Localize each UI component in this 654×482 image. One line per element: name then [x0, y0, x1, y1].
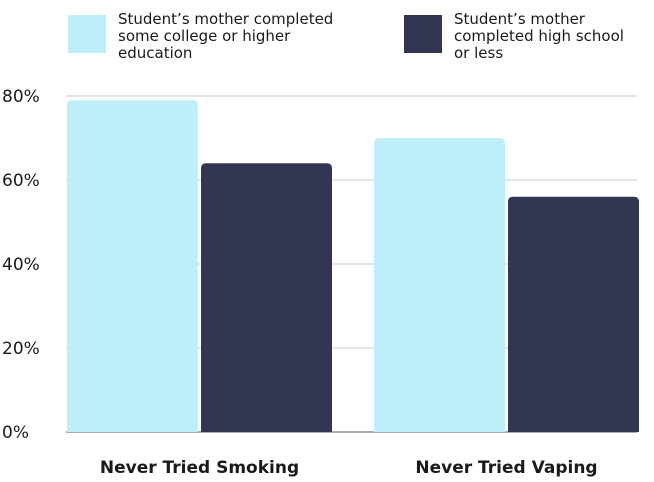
legend-label-line: completed high school	[454, 27, 624, 45]
bar-0-1	[201, 163, 332, 432]
y-tick-label: 40%	[2, 255, 40, 275]
legend-label-line: education	[118, 44, 192, 62]
legend-label-line: some college or higher	[118, 27, 291, 45]
bar-0-0	[67, 100, 198, 432]
bar-1-0	[374, 138, 505, 432]
y-tick-label: 0%	[2, 423, 29, 443]
category-label: Never Tried Smoking	[100, 458, 299, 478]
y-tick-label: 20%	[2, 339, 40, 359]
legend-label-line: Student’s mother	[454, 10, 586, 28]
bar-1-1	[508, 196, 639, 432]
y-tick-label: 60%	[2, 171, 40, 191]
category-label: Never Tried Vaping	[415, 458, 597, 478]
legend-swatch	[68, 15, 106, 53]
y-tick-label: 80%	[2, 87, 40, 107]
legend-label-line: Student’s mother completed	[118, 10, 333, 28]
legend-swatch	[404, 15, 442, 53]
legend-label-line: or less	[454, 44, 503, 62]
